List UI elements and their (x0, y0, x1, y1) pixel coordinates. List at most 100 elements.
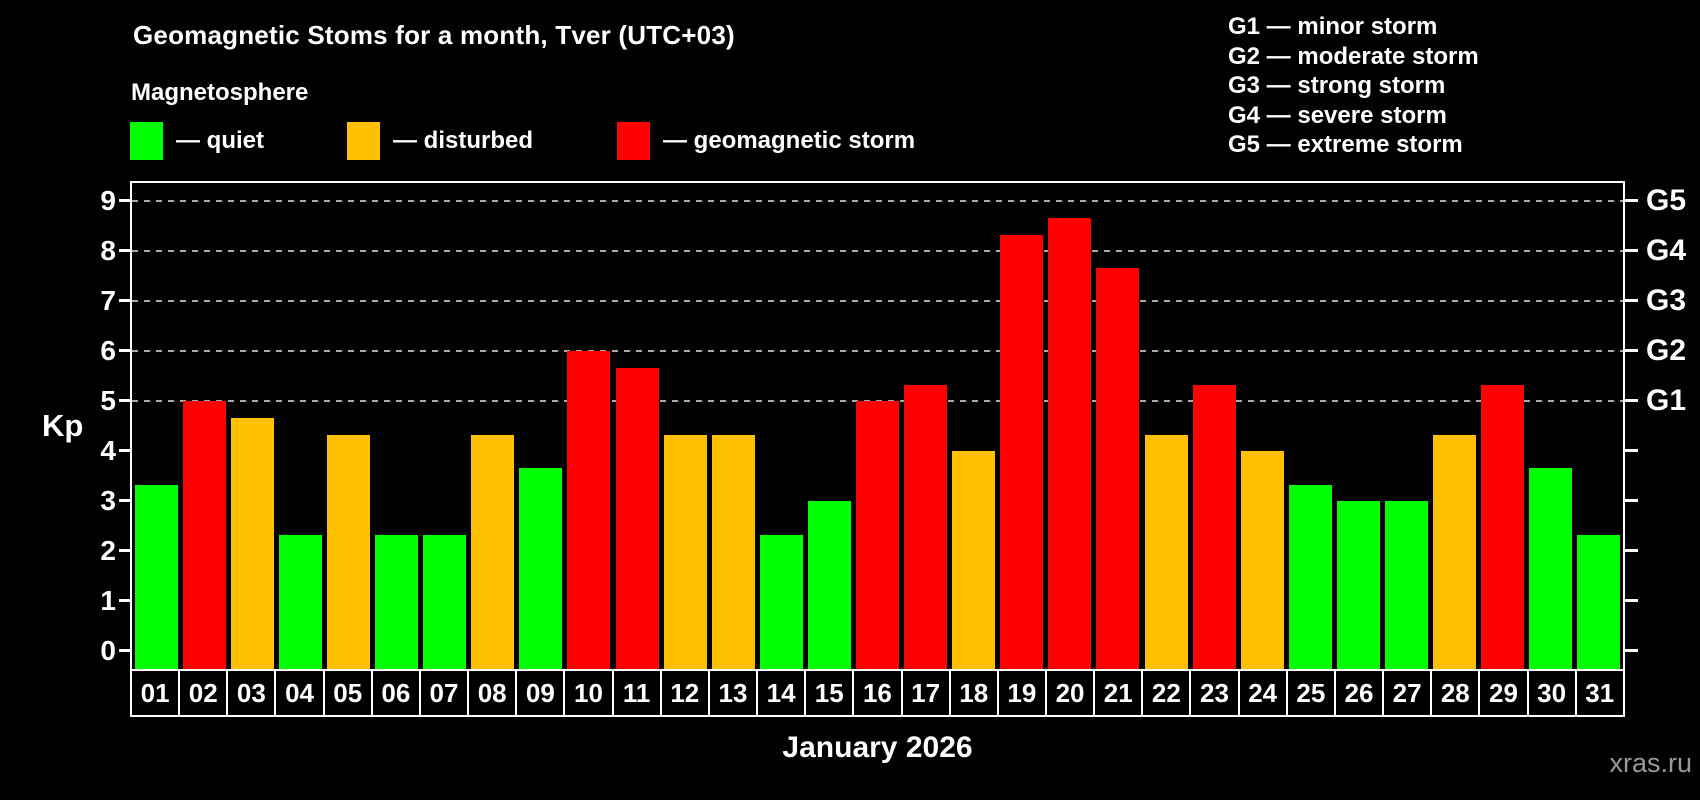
legend-item-storm: — geomagnetic storm (617, 121, 915, 161)
bar-day-13 (711, 434, 755, 669)
y-tick-label-4: 4 (100, 435, 116, 466)
day-box-21: 21 (1093, 669, 1144, 717)
quiet-color-swatch (130, 122, 163, 160)
bar-day-19 (1000, 234, 1044, 669)
bar-day-11 (615, 367, 659, 669)
g-scale-line-g1: G1 — minor storm (1228, 13, 1438, 40)
day-box-17: 17 (900, 669, 951, 717)
bar-day-30 (1529, 467, 1573, 669)
bar-day-16 (856, 401, 899, 669)
day-box-16: 16 (852, 669, 903, 717)
right-tick-kp-8 (1625, 249, 1638, 252)
bar-day-01 (134, 484, 178, 669)
day-box-10: 10 (563, 669, 614, 717)
chart-title: Geomagnetic Stoms for a month, Tver (UTC… (133, 20, 735, 50)
bar-day-26 (1336, 501, 1380, 669)
bar-day-03 (230, 417, 274, 669)
left-tick-kp-2 (119, 549, 132, 552)
day-box-18: 18 (948, 669, 999, 717)
legend-label-disturbed: — disturbed (393, 127, 534, 154)
day-box-25: 25 (1285, 669, 1336, 717)
y-tick-label-3: 3 (100, 485, 116, 516)
bar-day-07 (423, 534, 467, 669)
g-axis-label-g4: G4 (1646, 234, 1687, 267)
right-tick-kp-7 (1625, 299, 1638, 302)
day-box-28: 28 (1430, 669, 1481, 717)
day-box-01: 01 (130, 669, 181, 717)
right-tick-kp-6 (1625, 349, 1638, 352)
left-tick-kp-6 (119, 349, 132, 352)
watermark: xras.ru (1609, 748, 1692, 778)
left-tick-kp-7 (119, 299, 132, 302)
bar-day-10 (567, 351, 611, 669)
y-tick-label-5: 5 (100, 385, 116, 416)
bar-day-14 (759, 534, 803, 669)
g-scale-line-g3: G3 — strong storm (1228, 72, 1446, 100)
g-scale-line-g4: G4 — severe storm (1228, 101, 1447, 129)
right-tick-kp-1 (1625, 599, 1638, 602)
g-scale-line-g2: G2 — moderate storm (1228, 42, 1479, 70)
day-box-05: 05 (322, 669, 373, 717)
day-box-22: 22 (1141, 669, 1192, 717)
right-tick-kp-0 (1625, 649, 1638, 652)
y-tick-label-9: 9 (100, 185, 116, 216)
bar-day-08 (471, 434, 515, 669)
bar-day-22 (1144, 434, 1188, 669)
bar-day-24 (1240, 451, 1284, 669)
left-tick-kp-9 (119, 199, 132, 202)
g-scale-legend: G1 — minor storm G2 — moderate storm G3 — … (1228, 12, 1479, 160)
day-box-08: 08 (467, 669, 518, 717)
gridline-kp-6 (132, 350, 1623, 352)
bar-day-28 (1433, 434, 1477, 669)
bar-day-27 (1385, 501, 1429, 669)
day-box-19: 19 (996, 669, 1047, 717)
chart-subtitle: Magnetosphere (131, 79, 309, 106)
left-tick-kp-4 (119, 449, 132, 452)
day-box-13: 13 (707, 669, 759, 717)
gridline-kp-7 (132, 300, 1623, 302)
day-box-15: 15 (804, 669, 855, 717)
day-box-07: 07 (418, 669, 470, 717)
g-axis-label-g5: G5 (1646, 184, 1687, 217)
storm-color-swatch (617, 122, 650, 160)
legend-label-storm: — geomagnetic storm (663, 127, 916, 154)
bar-day-12 (663, 434, 707, 669)
right-tick-kp-2 (1625, 549, 1638, 552)
left-tick-kp-5 (119, 399, 132, 402)
gridline-kp-9 (132, 200, 1623, 202)
bar-day-15 (807, 501, 851, 669)
day-box-26: 26 (1333, 669, 1385, 717)
day-box-03: 03 (226, 669, 277, 717)
day-box-09: 09 (515, 669, 566, 717)
left-tick-kp-3 (119, 499, 132, 502)
day-box-27: 27 (1382, 669, 1433, 717)
day-box-30: 30 (1526, 669, 1577, 717)
legend-item-disturbed: — disturbed (347, 121, 533, 161)
bar-day-25 (1288, 484, 1332, 669)
bar-day-06 (375, 534, 419, 669)
y-tick-label-8: 8 (100, 235, 116, 266)
bar-day-29 (1481, 384, 1525, 669)
day-box-24: 24 (1237, 669, 1288, 717)
legend-label-quiet: — quiet (176, 127, 264, 154)
plot-area (130, 181, 1625, 671)
bar-day-02 (182, 401, 226, 669)
left-tick-kp-8 (119, 249, 132, 252)
x-axis-label: January 2026 (782, 731, 973, 764)
right-tick-kp-4 (1625, 449, 1638, 452)
day-box-20: 20 (1044, 669, 1096, 717)
g-axis-label-g1: G1 (1646, 384, 1687, 417)
g-axis-label-g2: G2 (1646, 334, 1687, 367)
y-axis-label: Kp (42, 408, 84, 443)
bar-day-31 (1577, 534, 1621, 669)
g-scale-line-g5: G5 — extreme storm (1228, 131, 1463, 159)
day-box-31: 31 (1574, 669, 1625, 717)
x-axis-day-labels: 01 02 03 04 05 06 07 08 09 10 11 12 13 14 15 16 17 18 19 20… (130, 669, 1625, 717)
bar-day-20 (1048, 217, 1092, 669)
day-box-29: 29 (1478, 669, 1529, 717)
bar-day-05 (326, 434, 370, 669)
legend-item-quiet: — quiet (130, 121, 264, 161)
bar-day-04 (278, 534, 322, 669)
bar-day-18 (952, 451, 996, 669)
